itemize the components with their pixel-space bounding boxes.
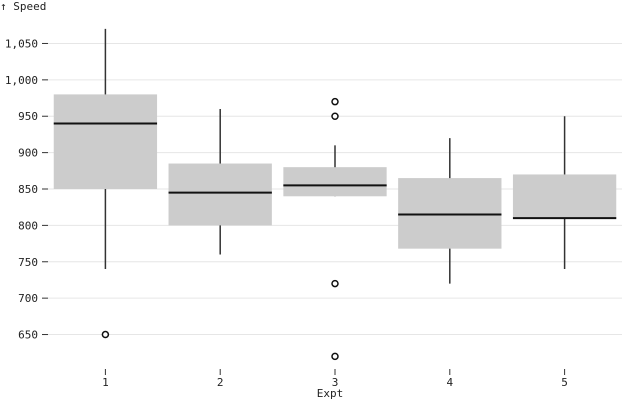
box-group-4 <box>398 138 502 284</box>
y-tick-label-850: 850 <box>18 183 38 196</box>
box-1 <box>53 94 158 189</box>
y-tick-label-1050: 1,050 <box>5 37 38 50</box>
outlier-3-1 <box>331 279 339 288</box>
y-tick-label-950: 950 <box>18 110 38 123</box>
y-tick-label-650: 650 <box>18 329 38 342</box>
outlier-3-2 <box>331 112 339 120</box>
x-tick-label-4: 4 <box>446 376 453 389</box>
box-group-5 <box>512 116 617 270</box>
box-3 <box>283 167 387 197</box>
outlier-3-0 <box>331 352 339 361</box>
box-series <box>53 28 617 361</box>
box-group-2 <box>168 108 272 255</box>
x-axis: 1 2 3 4 5 <box>102 369 568 389</box>
x-tick-label-1: 1 <box>102 376 109 389</box>
y-tick-label-900: 900 <box>18 147 38 160</box>
y-tick-label-800: 800 <box>18 219 38 232</box>
outlier-3-3 <box>331 97 339 106</box>
y-tick-label-1000: 1,000 <box>5 74 38 87</box>
box-5 <box>512 174 617 219</box>
box-group-1 <box>53 28 158 339</box>
y-axis: 650 700 750 800 850 900 950 1,000 1,050 <box>5 37 48 342</box>
x-tick-label-3: 3 <box>332 376 339 389</box>
box-group-3 <box>283 97 387 361</box>
x-tick-label-2: 2 <box>217 376 224 389</box>
x-axis-label: Expt <box>317 387 344 400</box>
box-4 <box>398 178 502 249</box>
x-tick-label-5: 5 <box>561 376 568 389</box>
y-axis-label: ↑ Speed <box>0 0 46 13</box>
y-tick-label-750: 750 <box>18 256 38 269</box>
box-2 <box>168 163 272 226</box>
outlier-1-0 <box>101 330 110 339</box>
y-tick-label-700: 700 <box>18 292 38 305</box>
